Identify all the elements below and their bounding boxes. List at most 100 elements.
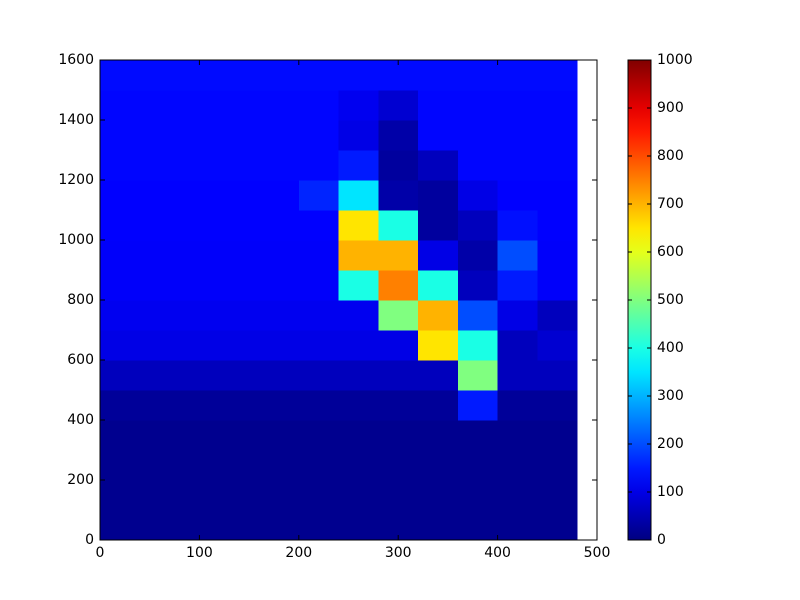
cell — [537, 330, 578, 361]
x-tick-label: 0 — [96, 545, 105, 561]
colorbar-tick-label: 700 — [657, 196, 684, 212]
cell — [298, 330, 340, 361]
cell — [418, 390, 459, 421]
cell — [457, 60, 499, 91]
cell — [338, 300, 379, 331]
cell — [259, 360, 300, 391]
cell — [179, 420, 220, 451]
cell — [100, 450, 141, 481]
cell — [497, 270, 538, 301]
cell — [457, 390, 499, 421]
cell — [497, 120, 538, 151]
cell — [457, 180, 499, 211]
cell — [418, 330, 459, 361]
cell — [378, 450, 419, 481]
cell — [100, 300, 141, 331]
cell — [378, 420, 419, 451]
cell — [497, 180, 538, 211]
y-tick-label: 1000 — [58, 232, 94, 248]
cell — [497, 240, 538, 271]
cell — [338, 240, 379, 271]
cell — [139, 510, 181, 541]
y-tick-label: 1200 — [58, 172, 94, 188]
cell — [179, 120, 220, 151]
cell — [537, 210, 578, 241]
x-tick-label: 200 — [285, 545, 312, 561]
cell — [100, 390, 141, 421]
cell — [139, 480, 181, 511]
cell — [100, 330, 141, 361]
cell — [378, 180, 419, 211]
cell — [179, 60, 220, 91]
cell — [179, 240, 220, 271]
cell — [179, 300, 220, 331]
cell — [259, 180, 300, 211]
cell — [338, 360, 379, 391]
cell — [219, 270, 260, 301]
cell — [298, 120, 340, 151]
cell — [100, 150, 141, 181]
cell — [338, 420, 379, 451]
cell — [179, 150, 220, 181]
y-tick-label: 800 — [67, 292, 94, 308]
cell — [219, 420, 260, 451]
cell — [298, 210, 340, 241]
cell — [259, 330, 300, 361]
cell — [219, 180, 260, 211]
cell — [537, 480, 578, 511]
cell — [139, 360, 181, 391]
cell — [298, 360, 340, 391]
cell — [537, 510, 578, 541]
cell — [179, 180, 220, 211]
cell — [338, 120, 379, 151]
cell — [100, 120, 141, 151]
cell — [139, 150, 181, 181]
cell — [179, 390, 220, 421]
cell — [100, 510, 141, 541]
cell — [139, 450, 181, 481]
cell — [418, 180, 459, 211]
cell — [298, 510, 340, 541]
cell — [497, 360, 538, 391]
x-tick-label: 500 — [584, 545, 611, 561]
cell — [418, 270, 459, 301]
cell — [139, 60, 181, 91]
cell — [219, 120, 260, 151]
cell — [259, 450, 300, 481]
cell — [338, 330, 379, 361]
colorbar-tick-label: 500 — [657, 292, 684, 308]
cell — [219, 60, 260, 91]
cell — [179, 450, 220, 481]
x-tick-label: 300 — [385, 545, 412, 561]
cell — [457, 480, 499, 511]
y-tick-label: 200 — [67, 472, 94, 488]
cell — [497, 150, 538, 181]
cell — [537, 120, 578, 151]
cell — [179, 90, 220, 121]
cell — [537, 270, 578, 301]
y-tick-label: 400 — [67, 412, 94, 428]
cell — [219, 330, 260, 361]
cell — [418, 420, 459, 451]
cell — [418, 150, 459, 181]
cell — [100, 360, 141, 391]
colorbar-tick-label: 0 — [657, 532, 666, 548]
cell — [457, 210, 499, 241]
cell — [259, 420, 300, 451]
cell — [139, 180, 181, 211]
cell — [100, 270, 141, 301]
cell — [418, 210, 459, 241]
cell — [537, 90, 578, 121]
cell — [219, 90, 260, 121]
y-tick-label: 1400 — [58, 112, 94, 128]
cell — [378, 240, 419, 271]
cell — [259, 240, 300, 271]
colorbar-tick-label: 300 — [657, 388, 684, 404]
cell — [378, 390, 419, 421]
cell — [259, 120, 300, 151]
cell — [219, 300, 260, 331]
cell — [338, 150, 379, 181]
cell — [497, 60, 538, 91]
